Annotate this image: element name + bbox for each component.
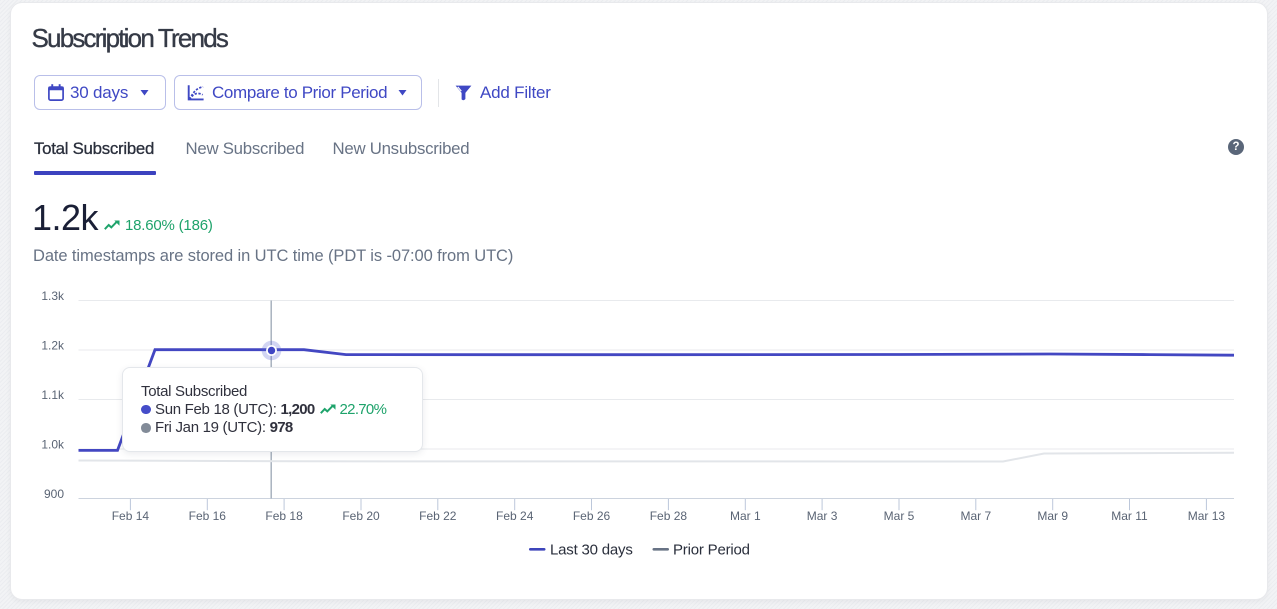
- svg-text:Feb 16: Feb 16: [189, 509, 227, 523]
- svg-text:Feb 22: Feb 22: [419, 509, 457, 523]
- svg-text:Mar 9: Mar 9: [1037, 509, 1068, 523]
- svg-text:1.1k: 1.1k: [41, 388, 65, 402]
- svg-text:Feb 28: Feb 28: [650, 509, 688, 523]
- svg-text:Mar 13: Mar 13: [1188, 509, 1226, 523]
- svg-text:Feb 24: Feb 24: [496, 509, 534, 523]
- svg-text:Mar 7: Mar 7: [960, 509, 991, 523]
- svg-text:Feb 14: Feb 14: [112, 509, 150, 523]
- svg-text:1.3k: 1.3k: [41, 289, 65, 303]
- svg-text:Last 30 days: Last 30 days: [550, 542, 633, 559]
- svg-text:Feb 18: Feb 18: [265, 509, 303, 523]
- svg-text:1.2k: 1.2k: [41, 339, 65, 353]
- svg-text:1.0k: 1.0k: [41, 438, 65, 452]
- svg-text:Mar 1: Mar 1: [730, 509, 761, 523]
- svg-text:Feb 20: Feb 20: [342, 509, 380, 523]
- svg-text:Mar 5: Mar 5: [884, 509, 915, 523]
- svg-text:Mar 3: Mar 3: [807, 509, 838, 523]
- svg-text:900: 900: [44, 487, 64, 501]
- svg-text:Mar 11: Mar 11: [1111, 509, 1148, 523]
- svg-text:Prior Period: Prior Period: [673, 542, 750, 559]
- svg-text:Feb 26: Feb 26: [573, 509, 611, 523]
